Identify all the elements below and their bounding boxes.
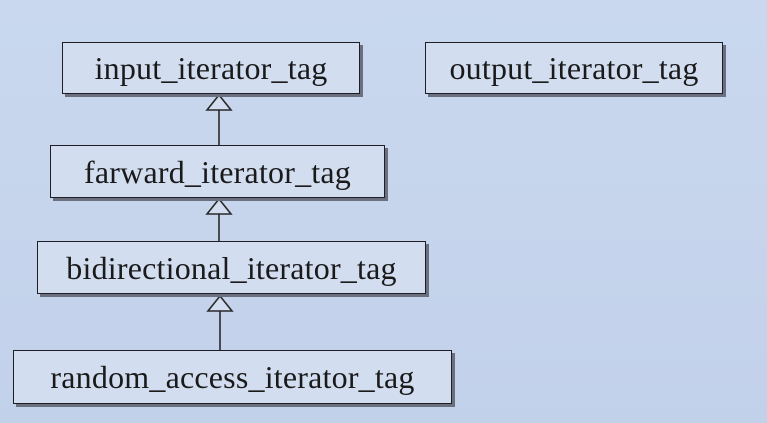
edge-forward-to-input: [205, 93, 233, 145]
inheritance-arrowhead: [205, 197, 233, 215]
node-label: bidirectional_iterator_tag: [66, 249, 397, 286]
forward-iterator-tag-box: farward_iterator_tag: [50, 145, 385, 198]
random-access-iterator-tag-box: random_access_iterator_tag: [13, 350, 452, 404]
node-label: output_iterator_tag: [449, 50, 699, 86]
bidirectional-iterator-tag-box: bidirectional_iterator_tag: [37, 241, 426, 294]
inheritance-arrowhead: [205, 93, 233, 111]
input-iterator-tag-box: input_iterator_tag: [62, 42, 360, 94]
edge-random-access-to-bidirectional: [206, 294, 234, 350]
inheritance-arrowhead: [206, 294, 234, 312]
edge-bidirectional-to-forward: [205, 197, 233, 241]
node-label: random_access_iterator_tag: [50, 359, 415, 395]
node-label: farward_iterator_tag: [84, 153, 351, 190]
node-label: input_iterator_tag: [94, 50, 328, 86]
output-iterator-tag-box: output_iterator_tag: [425, 42, 723, 94]
